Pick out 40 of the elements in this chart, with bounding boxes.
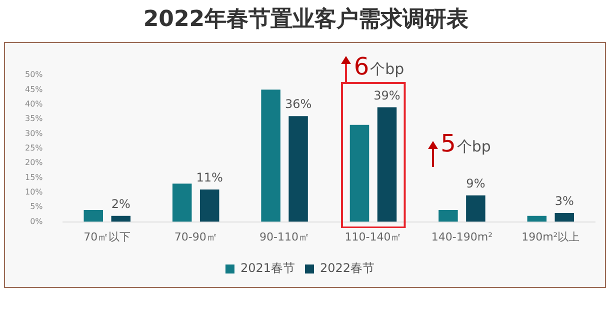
chart-title: 2022年春节置业客户需求调研表 [142,6,470,34]
bar [350,124,370,222]
y-tick-label: 30% [25,128,44,138]
x-tick-label: 190m²以上 [522,230,580,244]
data-label: 39% [374,88,400,102]
x-tick-label: 90-110㎡ [260,230,310,244]
data-label: 36% [284,97,312,112]
bar [554,212,574,222]
y-tick-label: 50% [25,70,44,80]
x-tick-label: 70㎡以下 [84,230,131,244]
bar [377,107,397,222]
y-tick-label: 40% [25,99,44,108]
legend-label: 2021春节 [240,261,296,276]
legend-label: 2022春节 [320,261,375,276]
bar [84,210,104,222]
y-tick-label: 0% [30,216,44,226]
x-tick-label: 70-90㎡ [174,230,218,244]
data-label: 3% [554,194,574,208]
bar [111,216,131,222]
y-tick-label: 45% [25,84,44,94]
data-label: 2% [111,197,130,212]
y-tick-label: 20% [25,158,44,168]
bar [466,195,486,222]
x-tick-label: 110-140㎡ [344,230,402,244]
annotation: 6个bp [354,52,404,81]
bar [527,216,547,222]
annotation: 5个bp [440,130,491,158]
bar [288,116,308,222]
bar [200,190,220,222]
y-tick-label: 15% [25,172,44,182]
y-tick-label: 35% [25,114,44,124]
data-label: 11% [196,170,223,185]
x-tick-label: 140-190m² [431,230,492,244]
bar [438,210,458,222]
y-tick-label: 25% [25,143,44,152]
bar [261,90,280,222]
y-tick-label: 10% [25,188,44,197]
y-tick-label: 5% [30,202,44,212]
bar [172,184,192,222]
data-label: 9% [466,176,486,190]
